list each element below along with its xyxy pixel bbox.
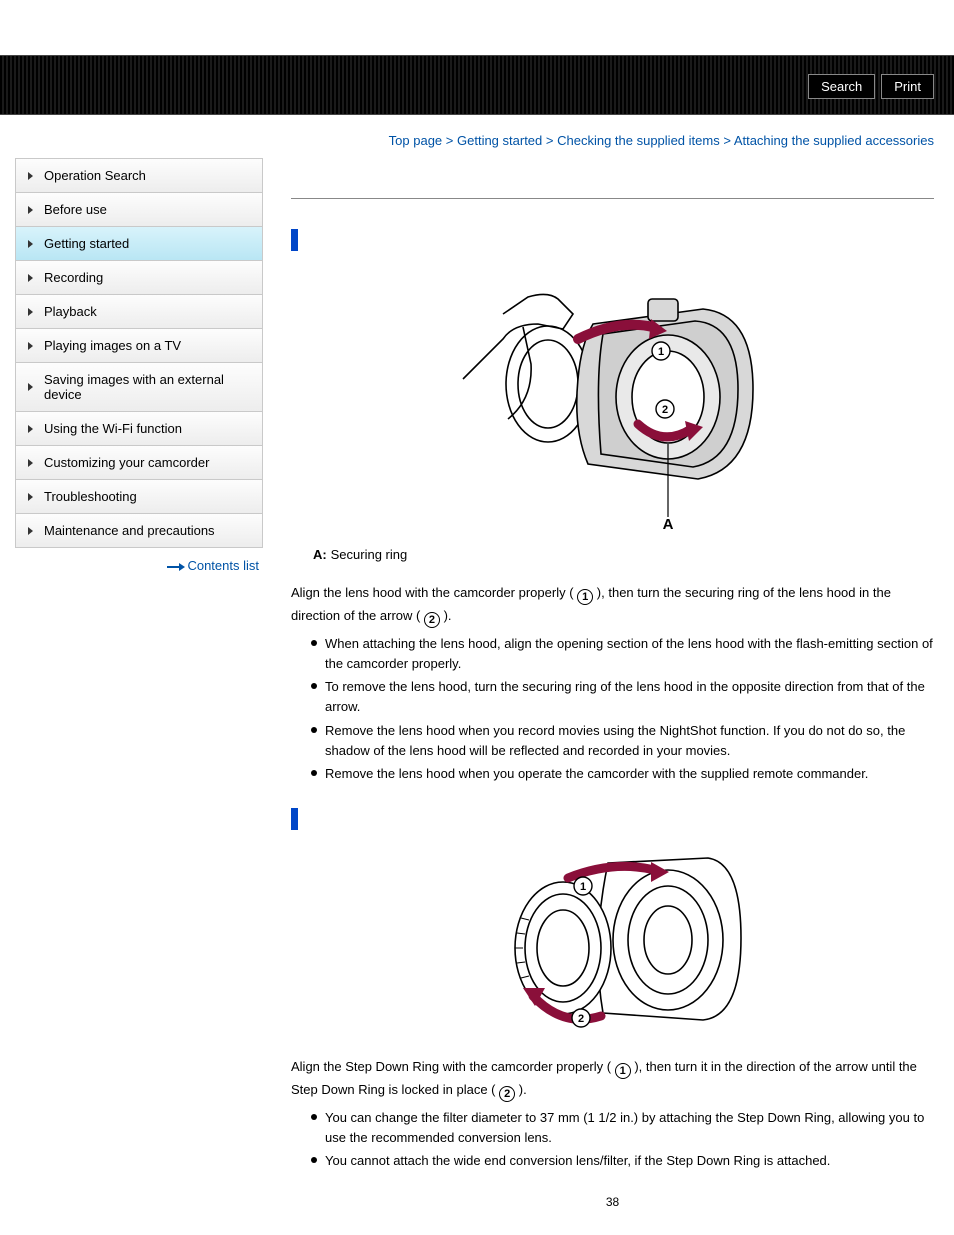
legend-row: A: Securing ring — [291, 547, 934, 562]
text-frag: Align the lens hood with the camcorder p… — [291, 585, 574, 600]
svg-text:2: 2 — [661, 404, 667, 416]
sidebar-item[interactable]: Operation Search — [16, 159, 262, 193]
page-number: 38 — [291, 1195, 934, 1209]
divider — [291, 198, 934, 199]
bullet-item: Remove the lens hood when you record mov… — [311, 721, 934, 761]
breadcrumb-current: Attaching the supplied accessories — [734, 133, 934, 148]
arrow-right-icon — [167, 563, 185, 571]
search-button[interactable]: Search — [808, 74, 875, 99]
svg-text:1: 1 — [657, 346, 663, 358]
text-frag: ). — [519, 1082, 527, 1097]
section-accent-bar — [291, 229, 298, 251]
sidebar-item[interactable]: Using the Wi-Fi function — [16, 412, 262, 446]
section1-paragraph: Align the lens hood with the camcorder p… — [291, 582, 934, 628]
breadcrumb: Top page > Getting started > Checking th… — [0, 115, 954, 158]
figure-step-down-ring: 1 2 — [423, 848, 803, 1038]
main-content: 1 2 A A: Securing ring Align the lens ho… — [263, 158, 939, 1209]
bullet-item: Remove the lens hood when you operate th… — [311, 764, 934, 784]
print-button[interactable]: Print — [881, 74, 934, 99]
sidebar-item[interactable]: Troubleshooting — [16, 480, 262, 514]
breadcrumb-sep: > — [720, 133, 734, 148]
breadcrumb-sep: > — [542, 133, 557, 148]
bullet-item: You cannot attach the wide end conversio… — [311, 1151, 934, 1171]
svg-text:1: 1 — [579, 881, 585, 893]
sidebar-list: Operation SearchBefore useGetting starte… — [15, 158, 263, 548]
sidebar-item[interactable]: Saving images with an external device — [16, 363, 262, 412]
top-spacer — [0, 0, 954, 55]
circled-1-icon: 1 — [615, 1063, 631, 1079]
sidebar-item[interactable]: Getting started — [16, 227, 262, 261]
legend-label-A: Securing ring — [331, 547, 408, 562]
lens-hood-illustration: 1 2 A — [453, 269, 773, 529]
breadcrumb-link-0[interactable]: Top page — [389, 133, 443, 148]
sidebar-item[interactable]: Before use — [16, 193, 262, 227]
text-frag: ). — [444, 608, 452, 623]
contents-list-link[interactable]: Contents list — [187, 558, 259, 573]
section-accent-bar — [291, 808, 298, 830]
breadcrumb-link-1[interactable]: Getting started — [457, 133, 542, 148]
step-down-ring-illustration: 1 2 — [473, 848, 753, 1038]
sidebar: Operation SearchBefore useGetting starte… — [15, 158, 263, 1209]
sidebar-item[interactable]: Recording — [16, 261, 262, 295]
sidebar-item[interactable]: Maintenance and precautions — [16, 514, 262, 547]
contents-list-row: Contents list — [15, 548, 263, 583]
breadcrumb-sep: > — [442, 133, 457, 148]
bullet-item: To remove the lens hood, turn the securi… — [311, 677, 934, 717]
banner-buttons: Search Print — [808, 74, 934, 99]
section1-bullets: When attaching the lens hood, align the … — [291, 634, 934, 784]
circled-1-icon: 1 — [577, 589, 593, 605]
svg-text:2: 2 — [577, 1013, 583, 1025]
sidebar-item[interactable]: Playback — [16, 295, 262, 329]
section2-paragraph: Align the Step Down Ring with the camcor… — [291, 1056, 934, 1102]
text-frag: Align the Step Down Ring with the camcor… — [291, 1059, 611, 1074]
bullet-item: When attaching the lens hood, align the … — [311, 634, 934, 674]
section2-bullets: You can change the filter diameter to 37… — [291, 1108, 934, 1171]
legend-key: A: — [313, 547, 327, 562]
bullet-item: You can change the filter diameter to 37… — [311, 1108, 934, 1148]
figure-lens-hood: 1 2 A — [423, 269, 803, 529]
svg-text:A: A — [662, 516, 673, 529]
breadcrumb-link-2[interactable]: Checking the supplied items — [557, 133, 720, 148]
sidebar-item[interactable]: Customizing your camcorder — [16, 446, 262, 480]
header-banner: Search Print — [0, 55, 954, 115]
circled-2-icon: 2 — [424, 612, 440, 628]
circled-2-icon: 2 — [499, 1086, 515, 1102]
sidebar-item[interactable]: Playing images on a TV — [16, 329, 262, 363]
